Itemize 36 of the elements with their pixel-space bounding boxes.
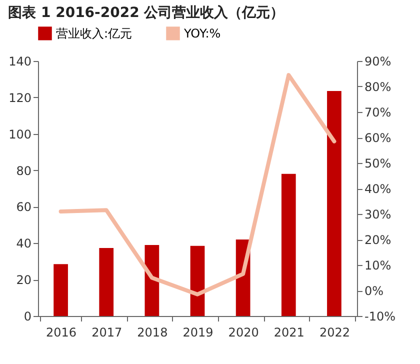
y-tick-label: 40 xyxy=(16,236,32,251)
y-tick-label: 120 xyxy=(8,90,32,105)
y2-tick-label: 50% xyxy=(364,156,392,170)
bar xyxy=(144,244,160,316)
y-tick-label: 60 xyxy=(16,200,32,214)
chart-title: 图表 1 2016-2022 公司营业收入（亿元） xyxy=(8,5,284,21)
y2-tick-label: 90% xyxy=(364,54,392,68)
y2-tick-label: 30% xyxy=(364,208,392,222)
y-tick-label: 0 xyxy=(24,310,32,324)
y2-tick-label: 20% xyxy=(364,233,392,247)
y2-tick-label: 80% xyxy=(364,80,392,94)
x-tick-label: 2017 xyxy=(92,326,122,340)
x-tick-label: 2016 xyxy=(46,326,77,340)
y2-tick-label: 70% xyxy=(364,106,392,120)
line-series xyxy=(58,73,336,296)
x-tick-label: 2019 xyxy=(182,326,214,340)
y-tick-label: 20 xyxy=(16,273,32,288)
y2-tick-label: 0% xyxy=(364,284,384,298)
legend-label: YOY:% xyxy=(183,26,221,40)
y2-tick-label: -10% xyxy=(364,310,396,324)
y-tick-label: 100 xyxy=(8,127,32,142)
x-tick-label: 2018 xyxy=(137,326,168,340)
x-tick-label: 2021 xyxy=(274,326,304,340)
x-tick-label: 2020 xyxy=(228,326,259,340)
y2-tick-label: 10% xyxy=(364,258,392,272)
y-tick-label: 140 xyxy=(8,54,32,68)
y2-tick-label: 60% xyxy=(364,131,392,145)
bar xyxy=(327,91,342,316)
legend-label: 营业收入:亿元 xyxy=(56,26,132,40)
bar xyxy=(54,264,68,316)
bar xyxy=(281,174,296,316)
y-tick-label: 80 xyxy=(16,164,32,178)
y2-tick-label: 40% xyxy=(364,182,392,196)
x-tick-label: 2022 xyxy=(319,326,350,340)
bar xyxy=(190,246,205,316)
bar xyxy=(99,248,114,316)
